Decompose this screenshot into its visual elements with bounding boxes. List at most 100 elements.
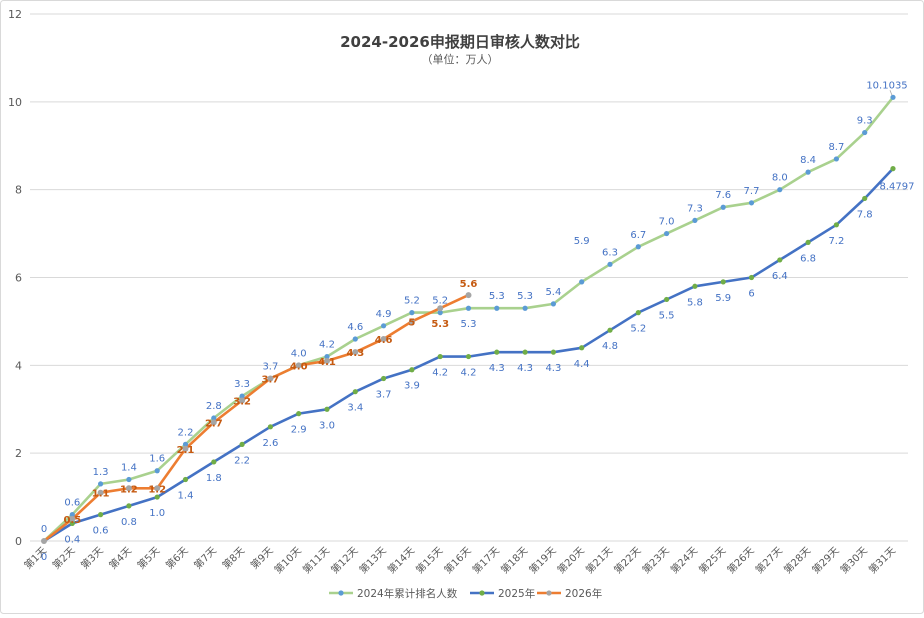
data-point-marker — [748, 274, 755, 281]
data-point-marker — [465, 305, 472, 311]
data-point-marker — [125, 485, 132, 492]
data-label: 2.7 — [205, 418, 223, 429]
data-point-marker — [98, 481, 104, 487]
data-label: 7.0 — [659, 217, 675, 228]
data-label: 3.4 — [347, 403, 363, 414]
data-label: 2.2 — [178, 427, 194, 438]
data-label: 0 — [41, 552, 47, 563]
data-point-marker — [69, 516, 76, 523]
data-point-marker — [239, 397, 246, 404]
data-label: 5 — [408, 317, 415, 328]
data-label: 7.8 — [857, 209, 873, 220]
data-label: 2.1 — [177, 445, 195, 456]
data-label: 6.4 — [772, 271, 788, 282]
data-label: 7.3 — [687, 203, 703, 214]
data-point-marker — [805, 169, 811, 175]
data-label: 1.0 — [149, 508, 165, 519]
data-label: 0.6 — [93, 526, 109, 537]
legend-item: 2025年 — [470, 587, 535, 600]
data-point-marker — [550, 301, 557, 307]
data-label: 0.4 — [64, 534, 80, 545]
data-point-marker — [890, 94, 896, 100]
data-point-marker — [154, 494, 160, 500]
data-label: 4.2 — [461, 368, 477, 379]
y-tick-label: 4 — [15, 359, 22, 372]
data-label: 3.7 — [262, 375, 280, 386]
data-point-marker — [777, 187, 783, 193]
data-point-marker — [295, 362, 302, 369]
data-label: 10.1035 — [866, 80, 907, 91]
data-point-marker — [154, 468, 160, 474]
data-point-marker — [41, 538, 47, 544]
data-point-marker — [607, 327, 613, 333]
data-label: 5.4 — [545, 287, 561, 298]
chart-title: 2024-2026申报期日审核人数对比 — [340, 33, 580, 51]
data-label: 3.3 — [234, 379, 250, 390]
data-point-marker — [777, 257, 783, 263]
data-label: 7.6 — [715, 190, 731, 201]
data-point-marker — [296, 411, 302, 417]
y-tick-label: 0 — [15, 535, 22, 548]
data-label: 4.1 — [318, 357, 336, 368]
data-point-marker — [664, 296, 670, 303]
data-label: 4.0 — [290, 361, 308, 372]
data-point-marker — [607, 261, 613, 267]
data-point-marker — [210, 419, 217, 426]
data-label: 1.4 — [178, 491, 194, 502]
data-label: 2.6 — [262, 438, 278, 449]
data-label: 3.7 — [262, 362, 278, 373]
data-label: 0.6 — [64, 498, 80, 509]
data-point-marker — [748, 200, 755, 206]
data-point-marker — [409, 310, 415, 316]
data-point-marker — [98, 512, 104, 518]
legend-label: 2026年 — [565, 587, 602, 600]
data-label: 9.3 — [857, 116, 873, 127]
data-label: 6.8 — [800, 253, 816, 264]
data-point-marker — [692, 283, 698, 289]
data-label: 1.6 — [149, 454, 165, 465]
data-point-marker — [381, 375, 387, 382]
data-point-marker — [437, 353, 443, 360]
data-point-marker — [324, 353, 330, 360]
data-point-marker — [239, 441, 245, 447]
data-labels: 0 0.6 1.3 1.4 1.6 2.2 2.8 3.3 3.7 4.0 4.2 4.6 4.9 5.2… — [41, 80, 915, 563]
data-label: 3.7 — [376, 390, 392, 401]
legend-label: 2025年 — [498, 587, 535, 600]
data-label: 2.8 — [206, 401, 222, 412]
data-label: 1.4 — [121, 463, 137, 474]
data-point-marker — [720, 204, 726, 210]
data-point-marker — [409, 367, 415, 373]
data-label: 5.3 — [431, 319, 449, 330]
data-point-marker — [211, 459, 217, 465]
data-point-marker — [69, 520, 75, 527]
legend-label: 2024年累计排名人数 — [357, 587, 458, 600]
data-point-marker — [437, 305, 444, 312]
data-point-marker — [664, 230, 670, 237]
chart-subtitle: （单位：万人） — [422, 52, 499, 66]
data-label: 1.3 — [93, 467, 109, 478]
data-label: 1.8 — [206, 473, 222, 484]
data-label: 0.8 — [121, 517, 137, 528]
data-point-marker — [182, 445, 189, 452]
data-point-marker — [805, 239, 811, 245]
data-point-marker — [324, 357, 330, 364]
y-tick-label: 6 — [15, 272, 22, 285]
data-label: 4.8 — [602, 341, 618, 352]
data-label: 0.5 — [63, 515, 81, 526]
data-label: 1.1 — [92, 489, 110, 500]
data-point-marker — [890, 165, 896, 172]
data-point-marker — [381, 323, 387, 329]
data-point-marker — [182, 441, 189, 447]
data-point-marker — [408, 318, 415, 325]
data-point-marker — [833, 222, 840, 228]
data-label: 4.2 — [432, 368, 448, 379]
data-point-marker — [182, 476, 189, 483]
legend-marker — [546, 590, 552, 596]
legend-marker — [338, 590, 344, 596]
data-point-marker — [522, 305, 528, 311]
data-point-marker — [380, 335, 387, 342]
data-point-marker — [352, 389, 358, 395]
data-point-marker — [465, 292, 472, 299]
data-label: 5.2 — [432, 296, 448, 307]
